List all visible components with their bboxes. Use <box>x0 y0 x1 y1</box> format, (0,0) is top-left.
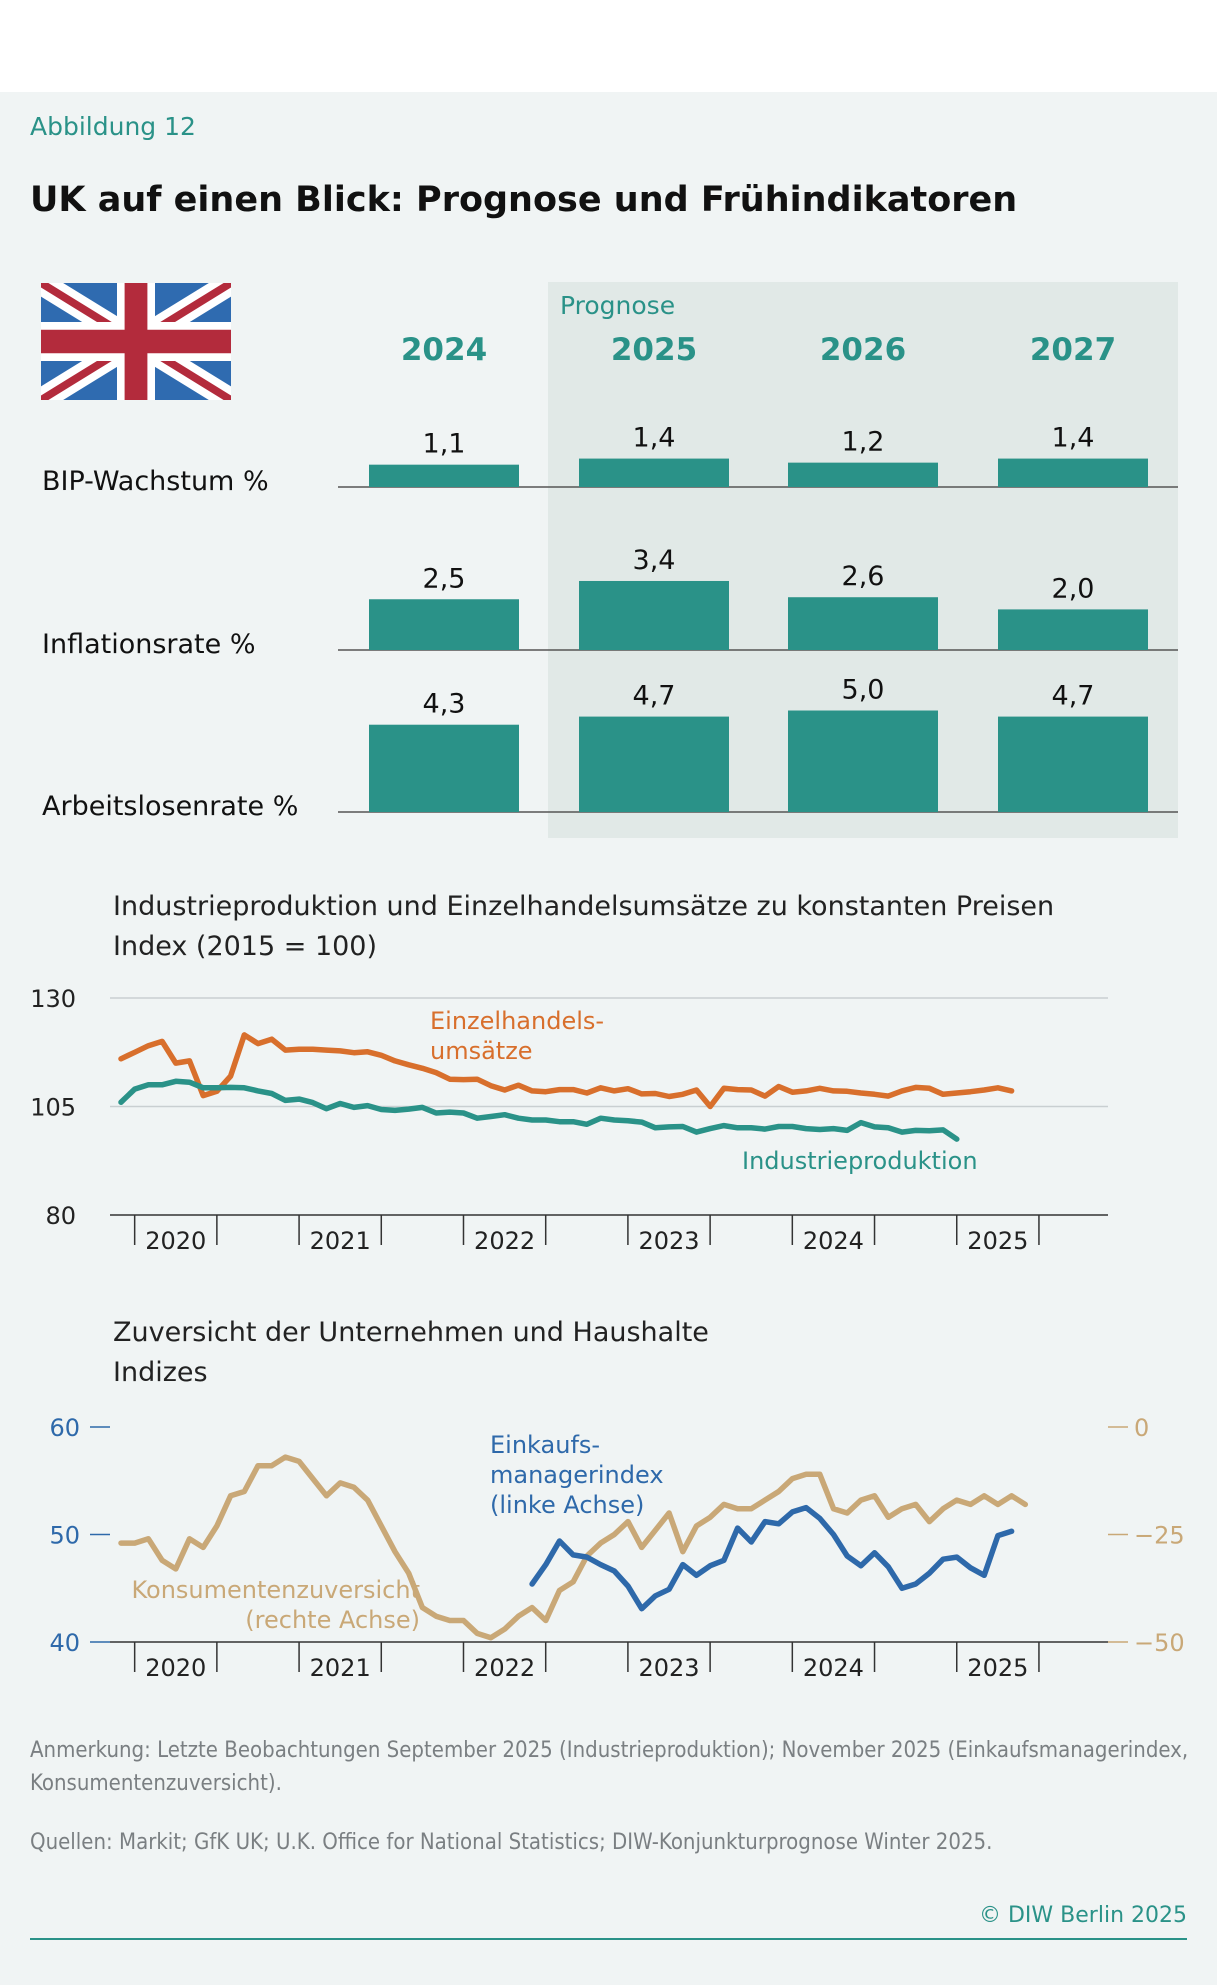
conf-right-tick-label-0: 0 <box>1134 1414 1149 1442</box>
conf-right-tick-label-2: −50 <box>1134 1629 1185 1657</box>
ip-y-tick-label-80: 80 <box>45 1202 76 1230</box>
pmi-line <box>529 1504 1015 1612</box>
bar-unemployment-2026 <box>788 710 938 812</box>
bar-gdp-2024 <box>369 464 519 487</box>
bar-inflation-2027 <box>998 609 1148 650</box>
bar-value-gdp-2027: 1,4 <box>1052 423 1095 454</box>
bar-value-unemployment-2027: 4,7 <box>1052 681 1095 712</box>
forecast-bar-chart: Prognose 2024 2025 2026 2027 BIP-Wachstum %… <box>42 282 1178 838</box>
bar-unemployment-2027 <box>998 716 1148 812</box>
confidence-chart: Zuversicht der Unternehmen und Haushalte… <box>49 1317 1185 1682</box>
bar-value-gdp-2025: 1,4 <box>633 423 676 454</box>
retail-sales-line <box>118 1032 1015 1110</box>
conf-left-tick-label-50: 50 <box>49 1522 80 1550</box>
bar-value-inflation-2027: 2,0 <box>1052 573 1095 604</box>
conf-left-tick-label-60: 60 <box>49 1414 80 1442</box>
industrial-production-line <box>118 1078 960 1142</box>
conf-x-tick-label-2024: 2024 <box>803 1654 864 1682</box>
consumer-confidence-line <box>118 1454 1029 1641</box>
pmi-label: (linke Achse) <box>490 1491 644 1519</box>
bar-gdp-2027 <box>998 458 1148 487</box>
conf-x-tick-label-2023: 2023 <box>638 1654 699 1682</box>
copyright: © DIW Berlin 2025 <box>979 1903 1187 1928</box>
bar-value-inflation-2026: 2,6 <box>842 561 885 592</box>
ip-chart-subtitle: Index (2015 = 100) <box>113 931 377 962</box>
bar-value-gdp-2026: 1,2 <box>842 427 885 458</box>
bar-value-unemployment-2026: 5,0 <box>842 675 885 706</box>
figure-title: UK auf einen Blick: Prognose und Frühind… <box>30 180 1018 220</box>
conf-left-tick-label-40: 40 <box>49 1629 80 1657</box>
bar-gdp-2025 <box>579 458 729 487</box>
conf-x-tick-label-2020: 2020 <box>145 1654 206 1682</box>
consumer-confidence-label: Konsumentenzuversicht <box>131 1576 420 1604</box>
footnote-note: Anmerkung: Letzte Beobachtungen Septembe… <box>30 1738 1189 1796</box>
bar-unemployment-2024 <box>369 724 519 812</box>
conf-chart-title: Zuversicht der Unternehmen und Haushalte <box>113 1317 709 1348</box>
bar-gdp-2026 <box>788 462 938 487</box>
industrial-production-label: Industrieproduktion <box>742 1147 978 1175</box>
bar-value-inflation-2025: 3,4 <box>633 545 676 576</box>
year-label-2026: 2026 <box>820 332 906 368</box>
row-label-inflation: Inflationsrate % <box>42 629 256 660</box>
conf-chart-subtitle: Indizes <box>113 1357 208 1388</box>
ip-x-tick-label-2020: 2020 <box>145 1227 206 1255</box>
figure-label: Abbildung 12 <box>30 112 196 141</box>
ip-chart-title: Industrieproduktion und Einzelhandelsums… <box>113 891 1054 922</box>
retail-sales-label: umsätze <box>430 1037 533 1065</box>
ip-y-tick-label-105: 105 <box>30 1094 76 1122</box>
ip-x-tick-label-2025: 2025 <box>967 1227 1028 1255</box>
pmi-label: Einkaufs- <box>490 1431 600 1459</box>
ip-x-tick-label-2023: 2023 <box>638 1227 699 1255</box>
bar-value-gdp-2024: 1,1 <box>423 429 466 460</box>
bar-inflation-2024 <box>369 599 519 650</box>
conf-x-tick-label-2022: 2022 <box>474 1654 535 1682</box>
bar-value-unemployment-2025: 4,7 <box>633 681 676 712</box>
row-label-unemployment: Arbeitslosenrate % <box>42 791 298 822</box>
ip-y-tick-label-130: 130 <box>30 985 76 1013</box>
industrial-retail-chart: Industrieproduktion und Einzelhandelsums… <box>30 891 1108 1255</box>
footnote-sources: Quellen: Markit; GfK UK; U.K. Office for… <box>30 1830 993 1855</box>
bar-unemployment-2025 <box>579 716 729 812</box>
year-label-2027: 2027 <box>1030 332 1116 368</box>
ip-x-tick-label-2024: 2024 <box>803 1227 864 1255</box>
consumer-confidence-label: (rechte Achse) <box>245 1606 420 1634</box>
bar-value-unemployment-2024: 4,3 <box>423 689 466 720</box>
conf-x-tick-label-2025: 2025 <box>967 1654 1028 1682</box>
year-label-2025: 2025 <box>611 332 697 368</box>
bar-inflation-2026 <box>788 597 938 650</box>
bar-value-inflation-2024: 2,5 <box>423 563 466 594</box>
uk-flag-icon <box>41 283 231 400</box>
ip-x-tick-label-2022: 2022 <box>474 1227 535 1255</box>
ip-x-tick-label-2021: 2021 <box>310 1227 371 1255</box>
footer-divider <box>30 1938 1187 1940</box>
conf-x-tick-label-2021: 2021 <box>310 1654 371 1682</box>
forecast-label: Prognose <box>560 291 675 320</box>
year-label-2024: 2024 <box>401 332 487 368</box>
pmi-label: managerindex <box>490 1461 664 1489</box>
bar-inflation-2025 <box>579 580 729 650</box>
retail-sales-label: Einzelhandels- <box>430 1007 604 1035</box>
conf-right-tick-label-1: −25 <box>1134 1522 1185 1550</box>
row-label-gdp: BIP-Wachstum % <box>42 466 269 497</box>
